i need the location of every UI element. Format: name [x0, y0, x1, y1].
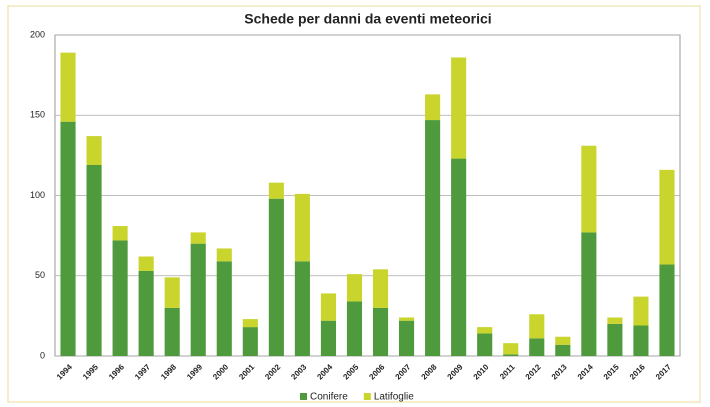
bar-segment — [164, 277, 180, 308]
bar-segment — [294, 261, 310, 356]
bar-segment — [633, 325, 649, 356]
bar-segment — [346, 274, 363, 302]
bar-segment — [451, 158, 467, 356]
legend-swatch — [363, 393, 371, 400]
bar-segment — [268, 182, 284, 199]
legend-label: Conifere — [310, 392, 348, 403]
bar-segment — [607, 317, 623, 324]
bar-segment — [581, 145, 597, 233]
bar-segment — [86, 165, 102, 356]
bar-segment — [529, 314, 545, 339]
bar-segment — [320, 293, 336, 321]
legend-label: Latifoglie — [374, 392, 414, 403]
bar-segment — [216, 261, 232, 356]
bar-segment — [633, 296, 649, 326]
bar-segment — [164, 307, 180, 356]
bar-segment — [320, 320, 336, 356]
bar-segment — [659, 169, 675, 265]
bar-segment — [529, 338, 545, 356]
bar-segment — [60, 52, 76, 122]
bar-segment — [555, 336, 571, 345]
chart-title: Schede per danni da eventi meteorici — [244, 11, 491, 27]
bar-segment — [451, 57, 467, 159]
bar-segment — [503, 354, 519, 356]
bar-segment — [138, 270, 154, 356]
bar-segment — [607, 323, 623, 356]
bar-segment — [581, 232, 597, 356]
bar-segment — [399, 317, 415, 321]
bar-segment — [242, 319, 258, 328]
y-tick-label: 200 — [30, 29, 45, 39]
bar-segment — [60, 121, 76, 356]
bar-segment — [190, 243, 206, 356]
bar-segment — [372, 307, 389, 356]
bar-segment — [659, 264, 675, 356]
legend-swatch — [300, 393, 307, 400]
bar-segment — [112, 240, 128, 356]
bar-segment — [399, 320, 415, 356]
bar-segment — [425, 120, 441, 356]
bar-segment — [425, 94, 441, 121]
y-tick-label: 100 — [30, 190, 45, 200]
bar-segment — [346, 301, 363, 356]
bar-segment — [268, 198, 284, 356]
bar-segment — [555, 344, 571, 356]
bar-segment — [372, 269, 389, 308]
y-tick-label: 0 — [40, 350, 45, 360]
y-tick-label: 150 — [30, 110, 45, 120]
bar-segment — [86, 136, 102, 166]
bar-segment — [477, 333, 493, 356]
bar-segment — [242, 327, 258, 356]
bar-segment — [503, 343, 519, 355]
bar-segment — [190, 232, 206, 244]
y-tick-label: 50 — [35, 270, 45, 280]
bar-segment — [138, 256, 154, 271]
bar-segment — [294, 193, 310, 262]
bar-segment — [477, 327, 493, 334]
bar-segment — [216, 248, 232, 262]
bar-segment — [112, 225, 128, 241]
